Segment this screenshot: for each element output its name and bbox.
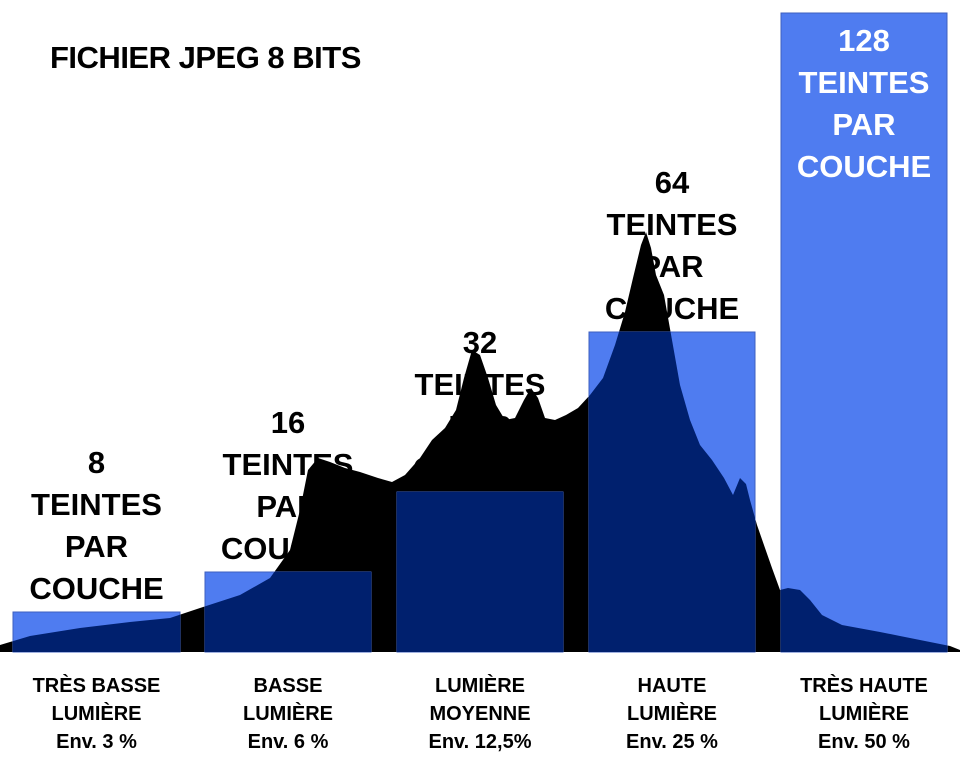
bar-label-line: 8 (87, 445, 106, 480)
bar-label-32: 32 TEINTES PAR COUCHE (385, 322, 575, 490)
zone-label-3: LUMIÈRE MOYENNE Env. 12,5% (385, 672, 575, 756)
zone-label-line: BASSE (253, 675, 323, 697)
bar-label-8: 8 TEINTES PAR COUCHE (2, 442, 192, 610)
bar-label-line: 16 (270, 405, 306, 440)
bar-label-line: COUCHE (796, 149, 932, 184)
zone-label-1: TRÈS BASSE LUMIÈRE Env. 3 % (2, 672, 192, 756)
zone-label-line: LUMIÈRE (627, 703, 717, 725)
bar-label-line: 64 (654, 165, 690, 200)
bar-label-line: TEINTES (798, 65, 930, 100)
zone-label-line: LUMIÈRE (51, 703, 142, 725)
zone-label-5: TRÈS HAUTE LUMIÈRE Env. 50 % (769, 672, 959, 756)
zone-label-line: LUMIÈRE (243, 703, 333, 725)
zone-label-2: BASSE LUMIÈRE Env. 6 % (193, 672, 383, 756)
bar-overlap-32 (397, 492, 563, 652)
zone-label-line: HAUTE (637, 675, 707, 697)
zone-label-4: HAUTE LUMIÈRE Env. 25 % (577, 672, 767, 756)
bar-label-line: PAR (256, 489, 320, 524)
bar-label-line: PAR (640, 249, 704, 284)
bar-label-line: PAR (448, 409, 512, 444)
zone-label-line: LUMIÈRE (435, 675, 525, 697)
bar-label-line: COUCHE (220, 531, 356, 566)
bar-label-line: TEINTES (222, 447, 354, 482)
bar-label-line: TEINTES (31, 487, 162, 522)
bar-label-line: 32 (462, 325, 498, 360)
bar-label-64: 64 TEINTES PAR COUCHE (577, 162, 767, 330)
bar-128 (780, 12, 948, 653)
bar-label-line: COUCHE (412, 451, 548, 486)
zone-label-line: LUMIÈRE (819, 703, 909, 725)
zone-label-line: Env. 6 % (247, 731, 329, 753)
bar-label-line: PAR (832, 107, 896, 142)
bar-label-line: COUCHE (29, 571, 164, 606)
bar-label-line: COUCHE (604, 291, 740, 326)
bar-label-16: 16 TEINTES PAR COUCHE (193, 402, 383, 570)
zone-label-line: MOYENNE (429, 703, 531, 725)
zone-label-line: Env. 25 % (626, 731, 718, 753)
bar-label-line: TEINTES (414, 367, 546, 402)
zone-label-line: TRÈS BASSE (32, 675, 161, 697)
zone-label-line: Env. 3 % (56, 731, 137, 753)
bar-label-128: 128 TEINTES PAR COUCHE (769, 20, 959, 188)
chart-title: FICHIER JPEG 8 BITS (50, 40, 361, 75)
zone-label-line: TRÈS HAUTE (800, 675, 928, 697)
bar-label-line: TEINTES (606, 207, 738, 242)
bar-label-line: PAR (64, 529, 129, 564)
zone-label-line: Env. 50 % (818, 731, 910, 753)
bar-label-line: 128 (838, 23, 890, 58)
zone-label-line: Env. 12,5% (428, 731, 532, 753)
